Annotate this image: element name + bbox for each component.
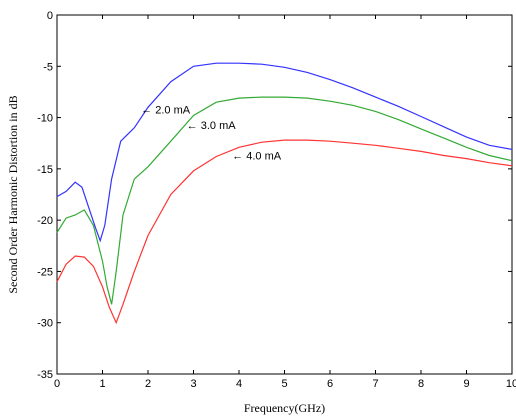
x-axis-label: Frequency(GHz) xyxy=(244,401,325,415)
series-line-2-0-ma xyxy=(56,62,513,243)
y-tick-label: -35 xyxy=(37,369,53,381)
x-tick-label: 7 xyxy=(372,378,378,390)
y-axis-label: Second Order Harmonic Distortion in dB xyxy=(6,95,20,293)
y-tick-label: -15 xyxy=(37,164,53,176)
x-tick-label: 1 xyxy=(99,378,105,390)
annotation-label: ← 3.0 mA xyxy=(187,120,237,132)
plot-area: 0 1 2 3 4 5 6 7 8 9 10 0 -5 -10 -15 -20 -25 -30 -35 ← 2.0 m… xyxy=(37,10,516,390)
x-tick-label: 8 xyxy=(418,378,424,390)
annotation-label: ← 2.0 mA xyxy=(141,104,191,116)
y-tick-label: 0 xyxy=(47,10,53,22)
y-tick-label: -30 xyxy=(37,318,53,330)
x-tick-label: 4 xyxy=(236,378,242,390)
annotation-label: ← 4.0 mA xyxy=(232,151,282,163)
x-tick-label: 9 xyxy=(463,378,469,390)
x-tick-label: 0 xyxy=(54,378,60,390)
y-tick-label: -25 xyxy=(37,266,53,278)
series-line-3-0-ma xyxy=(56,96,513,305)
x-tick-label: 2 xyxy=(145,378,151,390)
x-tick-label: 5 xyxy=(281,378,287,390)
x-tick-label: 6 xyxy=(327,378,333,390)
x-tick-label: 3 xyxy=(190,378,196,390)
y-tick-label: -20 xyxy=(37,215,53,227)
x-tick-label: 10 xyxy=(506,378,516,390)
y-tick-label: -5 xyxy=(43,61,53,73)
series-line-4-0-ma xyxy=(56,139,513,325)
y-tick-label: -10 xyxy=(37,113,53,125)
